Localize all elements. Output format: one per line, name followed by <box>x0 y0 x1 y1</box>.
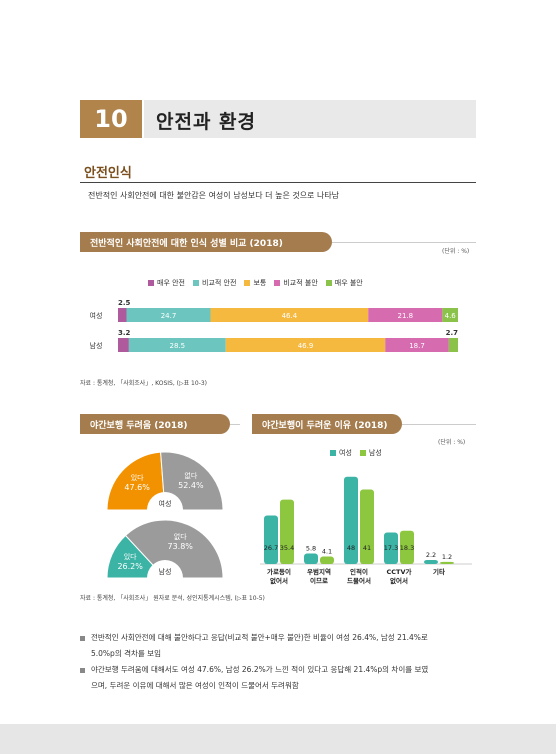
bar-value-label: 18.3 <box>400 544 414 552</box>
x-tick-label: 없어서 <box>270 576 288 585</box>
pie-slice <box>124 519 224 579</box>
bar-value-label: 5.8 <box>306 544 316 552</box>
bar-value-label: 4.6 <box>445 312 457 320</box>
chart3-unit: (단위 : %) <box>438 439 466 446</box>
bar-value-label: 48 <box>347 544 355 552</box>
bar <box>344 476 358 564</box>
bar-segment <box>128 338 226 352</box>
pie-slice-name: 없다 <box>174 532 187 541</box>
bar-segment <box>126 308 211 322</box>
legend-item-very-safe: 매우 안전 <box>148 278 185 288</box>
legend-item-very-unsafe: 매우 불안 <box>325 278 363 288</box>
x-tick-label: 인적이 <box>350 567 368 576</box>
bar-value-label: 26.7 <box>264 544 278 552</box>
chart2-title: 야간보행 두려움 (2018) <box>80 414 230 434</box>
x-tick-label: 드물어서 <box>347 576 371 585</box>
pie-slice <box>106 451 166 511</box>
section-divider <box>80 182 476 183</box>
chapter-title: 안전과 환경 <box>156 111 257 133</box>
legend-item-female: 여성 <box>330 448 352 458</box>
section-title: 안전인식 <box>84 166 132 181</box>
pie-slice-value: 73.8% <box>167 542 193 551</box>
pie-hole <box>147 560 183 578</box>
bar <box>400 530 414 564</box>
bar-value-label: 1.2 <box>442 553 452 561</box>
bar <box>304 553 318 564</box>
stacked-bar-chart: 여성 2.5 24.7 46.4 21.8 4.6 남성 3.2 28.5 46.9 18.7 2.7 <box>90 299 459 352</box>
x-tick-label: CCTV가 <box>387 567 412 576</box>
bar-value-label: 28.5 <box>170 342 186 350</box>
pie-slice-value: 52.4% <box>178 481 204 490</box>
chart3-title-line <box>402 424 476 425</box>
bar <box>360 489 374 564</box>
bar-segment <box>210 308 369 322</box>
bar <box>440 561 454 564</box>
x-tick-label: 우범지역 <box>307 567 331 576</box>
page-footer-band <box>0 724 556 754</box>
x-tick-label: 가로등이 <box>267 567 291 576</box>
bar-value-label: 18.7 <box>409 342 425 350</box>
bar-segment <box>442 308 458 322</box>
chart1-unit: (단위 : %) <box>442 248 470 255</box>
bullet-square-icon <box>80 667 85 673</box>
bar-value-label: 2.7 <box>446 329 459 337</box>
chart3-title: 야간보행이 두려운 이유 (2018) <box>252 414 402 434</box>
bar-category-label: 여성 <box>90 311 103 320</box>
legend-item-normal: 보통 <box>244 278 266 288</box>
pie-group-label: 남성 <box>159 567 172 576</box>
pie-slice-value: 47.6% <box>124 483 150 492</box>
bar-value-label: 21.8 <box>398 312 414 320</box>
pie-slice-value: 26.2% <box>117 562 143 571</box>
bar-segment <box>118 308 127 322</box>
bar <box>264 515 278 564</box>
bar-value-label: 35.4 <box>280 544 294 552</box>
bar-segment <box>368 308 443 322</box>
pie-group-label: 여성 <box>159 499 172 508</box>
chart1-legend: 매우 안전 비교적 안전 보통 비교적 불안 매우 불안 <box>148 278 363 288</box>
bar <box>320 556 334 564</box>
bar-value-label: 3.2 <box>118 329 131 337</box>
bar-value-label: 24.7 <box>161 312 177 320</box>
legend-item-safe: 비교적 안전 <box>193 278 236 288</box>
pie-slice-name: 있다 <box>131 473 144 482</box>
chart2-title-line <box>230 424 240 425</box>
bullet-2: 야간보행 두려움에 대해서도 여성 47.6%, 남성 26.2%가 느낀 적이… <box>80 662 480 694</box>
x-tick-label: 기타 <box>433 567 445 576</box>
bar-category-label: 남성 <box>90 341 103 350</box>
bar-segment <box>118 338 129 352</box>
bar <box>280 499 294 564</box>
bar <box>384 532 398 564</box>
bar-segment <box>385 338 449 352</box>
bar-segment <box>225 338 386 352</box>
bar-value-label: 46.9 <box>298 342 314 350</box>
bar-value-label: 46.4 <box>282 312 298 320</box>
lead-text: 전반적인 사회안전에 대한 불안감은 여성이 남성보다 더 높은 것으로 나타남 <box>88 191 340 200</box>
chart1-title: 전반적인 사회안전에 대한 인식 성별 비교 (2018) <box>80 232 332 252</box>
chapter-number: 10 <box>80 100 142 138</box>
chart3-source: 자료 : 통계청, 「사회조사」 원자료 분석, 성인지통계시스템, (▷표 1… <box>80 595 265 602</box>
bar-value-label: 2.5 <box>118 299 131 307</box>
chapter-title-box <box>144 100 476 138</box>
bar-value-label: 4.1 <box>322 548 332 556</box>
bar-value-label: 17.3 <box>384 544 398 552</box>
bar <box>424 560 438 564</box>
legend-item-unsafe: 비교적 불안 <box>274 278 318 288</box>
bar-value-label: 2.2 <box>426 551 436 559</box>
chart3-legend: 여성 남성 <box>330 448 382 458</box>
bullet-1: 전반적인 사회안전에 대해 불안하다고 응답(비교적 불안+매우 불안)한 비율… <box>80 630 480 662</box>
pie-slice <box>160 451 224 511</box>
pie-slice-name: 없다 <box>184 471 197 480</box>
bar-value-label: 41 <box>363 544 371 552</box>
bar-segment <box>448 338 458 352</box>
x-tick-label: 없어서 <box>390 576 408 585</box>
chart1-title-line <box>332 242 476 243</box>
pie-hole <box>147 492 183 510</box>
legend-item-male: 남성 <box>359 448 382 458</box>
pie-slice-name: 있다 <box>124 552 137 561</box>
bullet-square-icon <box>80 635 85 641</box>
chart1-source: 자료 : 통계청, 「사회조사」, KOSIS, (▷표 10-3) <box>80 380 208 387</box>
x-tick-label: 이므로 <box>310 576 328 585</box>
